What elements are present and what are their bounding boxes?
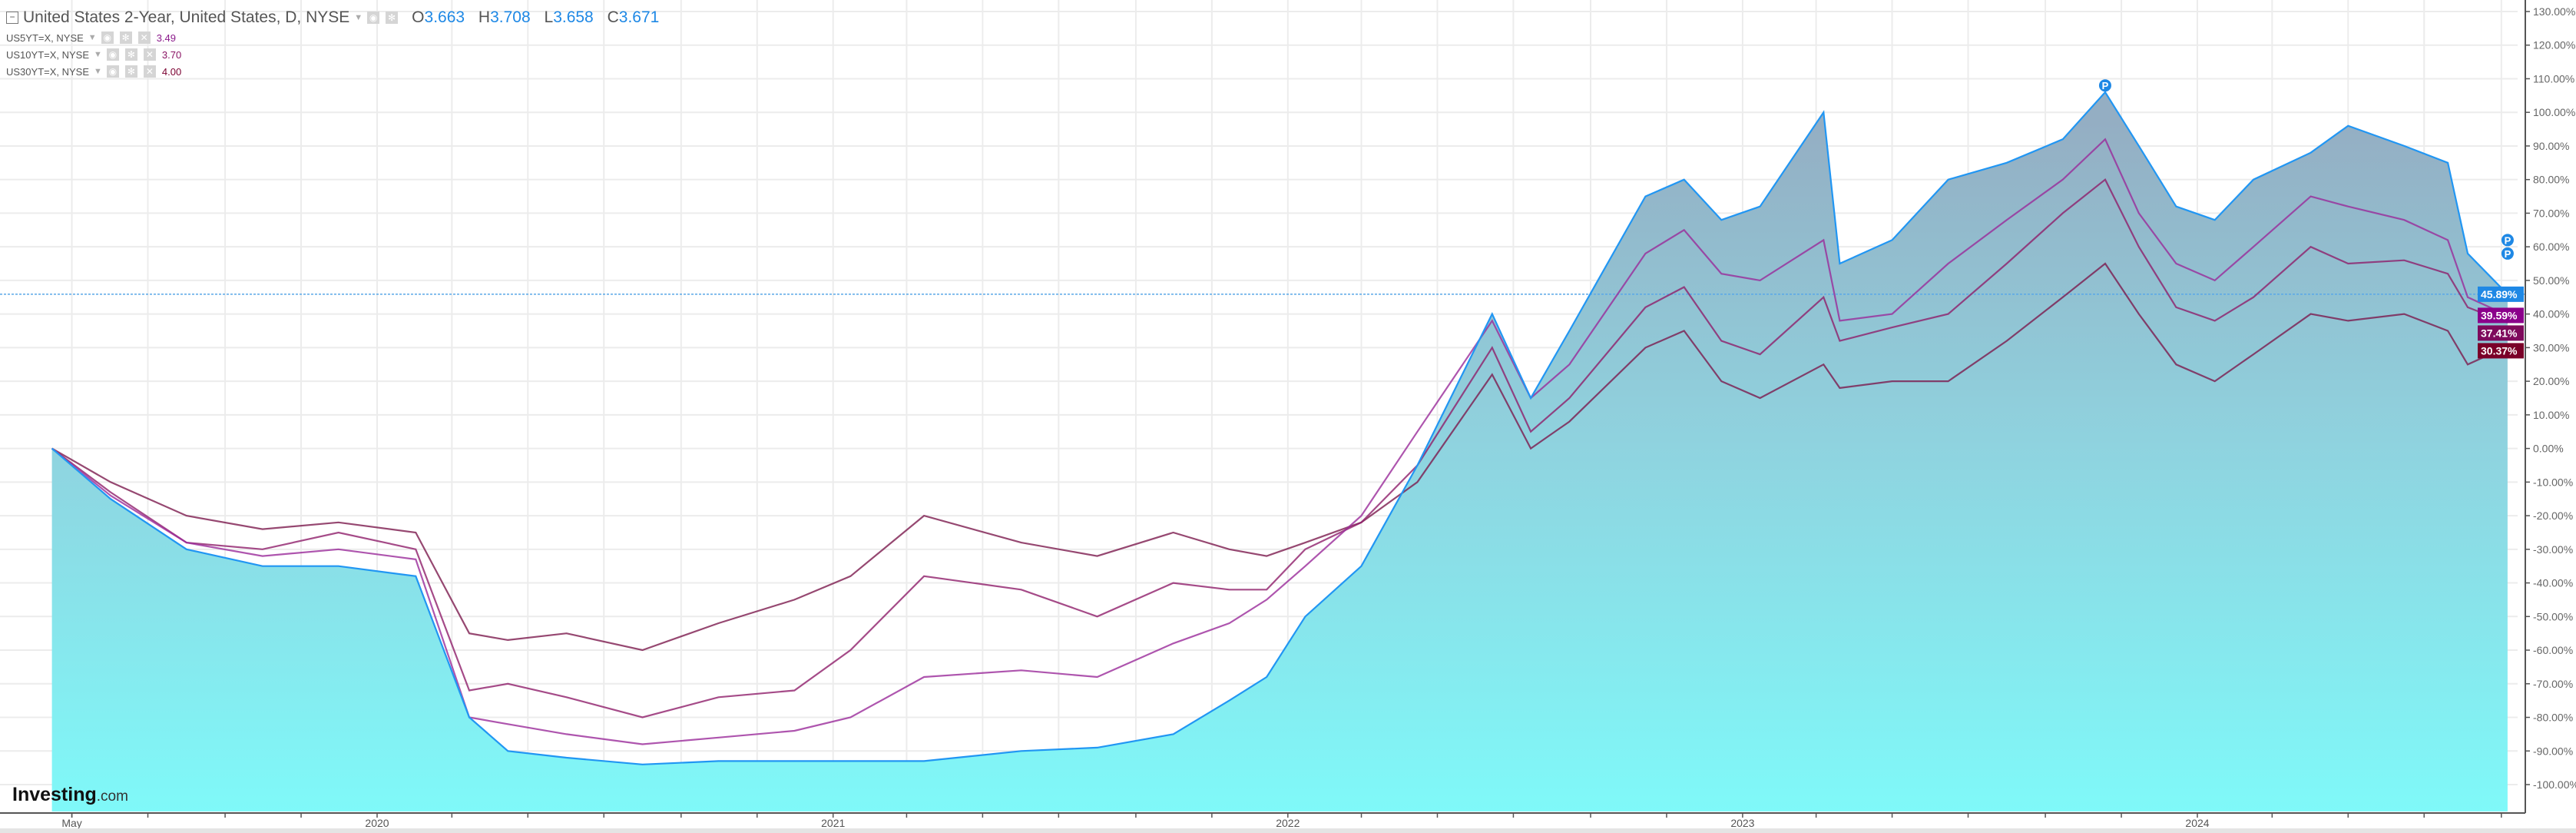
- gear-icon[interactable]: ✻: [124, 48, 137, 61]
- marker-label: P: [2505, 248, 2511, 260]
- y-tick-label: 100.00%: [2533, 106, 2575, 118]
- series-line-3: [51, 262, 2508, 652]
- gear-icon[interactable]: ✻: [386, 12, 399, 24]
- y-tick-label: 90.00%: [2533, 140, 2569, 152]
- series-label[interactable]: US30YT=X, NYSE: [6, 65, 90, 78]
- y-tick-label: 120.00%: [2533, 39, 2575, 51]
- y-tick-label: 60.00%: [2533, 241, 2569, 253]
- event-marker[interactable]: P: [2098, 79, 2111, 92]
- x-tick-label: 2023: [1730, 817, 1754, 829]
- chevron-down-icon[interactable]: ▼: [88, 33, 97, 42]
- gear-icon[interactable]: ✻: [124, 65, 137, 78]
- chevron-down-icon[interactable]: ▼: [354, 13, 363, 22]
- legend-row-us5y: US5YT=X, NYSE ▼ ◉ ✻ ✕ 3.49: [6, 29, 668, 46]
- y-tick-label: 70.00%: [2533, 207, 2569, 219]
- event-marker[interactable]: P: [2501, 247, 2514, 260]
- y-tick-label: -80.00%: [2533, 712, 2573, 724]
- y-tick-label: -20.00%: [2533, 509, 2573, 522]
- event-marker[interactable]: P: [2501, 234, 2514, 247]
- y-tick-label: 10.00%: [2533, 409, 2569, 421]
- y-tick-label: -10.00%: [2533, 476, 2573, 488]
- x-tick-label: 2024: [2185, 817, 2209, 829]
- chart-legend: − United States 2-Year, United States, D…: [6, 6, 668, 80]
- last-value-label: 37.41%: [2481, 327, 2518, 339]
- series-value: 3.49: [156, 32, 176, 44]
- y-tick-label: 110.00%: [2533, 72, 2574, 85]
- y-tick-label: 130.00%: [2533, 5, 2575, 18]
- visibility-icon[interactable]: ◉: [106, 65, 119, 78]
- series-line-2: [51, 178, 2508, 719]
- y-tick-label: -30.00%: [2533, 543, 2573, 556]
- x-tick-label: 2022: [1276, 817, 1300, 829]
- last-value-badge: [2478, 286, 2524, 302]
- legend-row-us30y: US30YT=X, NYSE ▼ ◉ ✻ ✕ 4.00: [6, 63, 668, 80]
- legend-main-series: − United States 2-Year, United States, D…: [6, 6, 668, 29]
- low-value: 3.658: [553, 8, 594, 26]
- y-tick-label: -50.00%: [2533, 610, 2573, 622]
- y-tick-label: 50.00%: [2533, 274, 2569, 287]
- marker-label: P: [2505, 234, 2511, 246]
- y-tick-label: -90.00%: [2533, 745, 2573, 757]
- x-tick-label: 2020: [365, 817, 389, 829]
- visibility-icon[interactable]: ◉: [101, 32, 114, 44]
- y-tick-label: 0.00%: [2533, 443, 2564, 455]
- y-tick-label: 30.00%: [2533, 341, 2569, 353]
- collapse-icon[interactable]: −: [6, 12, 18, 24]
- last-value-label: 30.37%: [2481, 344, 2518, 357]
- y-tick-label: -70.00%: [2533, 678, 2573, 690]
- y-tick-label: -40.00%: [2533, 577, 2573, 589]
- marker-label: P: [2102, 80, 2109, 91]
- series-line-0: [51, 91, 2508, 765]
- last-value-badge: [2478, 343, 2524, 359]
- series-label[interactable]: US10YT=X, NYSE: [6, 48, 90, 61]
- y-tick-label: -60.00%: [2533, 644, 2573, 656]
- visibility-icon[interactable]: ◉: [106, 48, 119, 61]
- series-value: 3.70: [161, 48, 182, 61]
- last-value-label: 45.89%: [2481, 288, 2518, 300]
- close-icon[interactable]: ✕: [137, 32, 151, 44]
- investing-logo: Investing.com: [12, 784, 128, 805]
- bottom-scrollbar[interactable]: [0, 828, 2576, 833]
- y-tick-label: -100.00%: [2533, 778, 2576, 791]
- legend-row-us10y: US10YT=X, NYSE ▼ ◉ ✻ ✕ 3.70: [6, 46, 668, 63]
- marker-circle: [2501, 247, 2514, 260]
- last-value-label: 39.59%: [2481, 309, 2518, 321]
- chevron-down-icon[interactable]: ▼: [94, 67, 102, 76]
- close-icon[interactable]: ✕: [143, 65, 156, 78]
- y-tick-label: 20.00%: [2533, 375, 2569, 387]
- marker-circle: [2501, 234, 2514, 247]
- ohlc-values: O3.663 H3.708 L3.658 C3.671: [412, 8, 660, 26]
- series-label[interactable]: US5YT=X, NYSE: [6, 32, 84, 44]
- main-series-label[interactable]: United States 2-Year, United States, D, …: [23, 8, 350, 26]
- area-fill-2y: [51, 92, 2508, 811]
- y-tick-label: 40.00%: [2533, 308, 2569, 320]
- last-value-badge: [2478, 325, 2524, 341]
- high-value: 3.708: [490, 8, 531, 26]
- y-tick-label: 80.00%: [2533, 174, 2569, 186]
- marker-circle: [2098, 79, 2111, 92]
- series-line-1: [51, 138, 2508, 745]
- x-tick-label: 2021: [821, 817, 845, 829]
- close-value: 3.671: [618, 8, 660, 26]
- open-value: 3.663: [424, 8, 465, 26]
- visibility-icon[interactable]: ◉: [367, 12, 380, 24]
- series-value: 4.00: [161, 65, 182, 78]
- x-tick-label: May: [61, 817, 81, 829]
- last-value-badge: [2478, 307, 2524, 324]
- chevron-down-icon[interactable]: ▼: [94, 50, 102, 59]
- close-icon[interactable]: ✕: [143, 48, 156, 61]
- gear-icon[interactable]: ✻: [119, 32, 132, 44]
